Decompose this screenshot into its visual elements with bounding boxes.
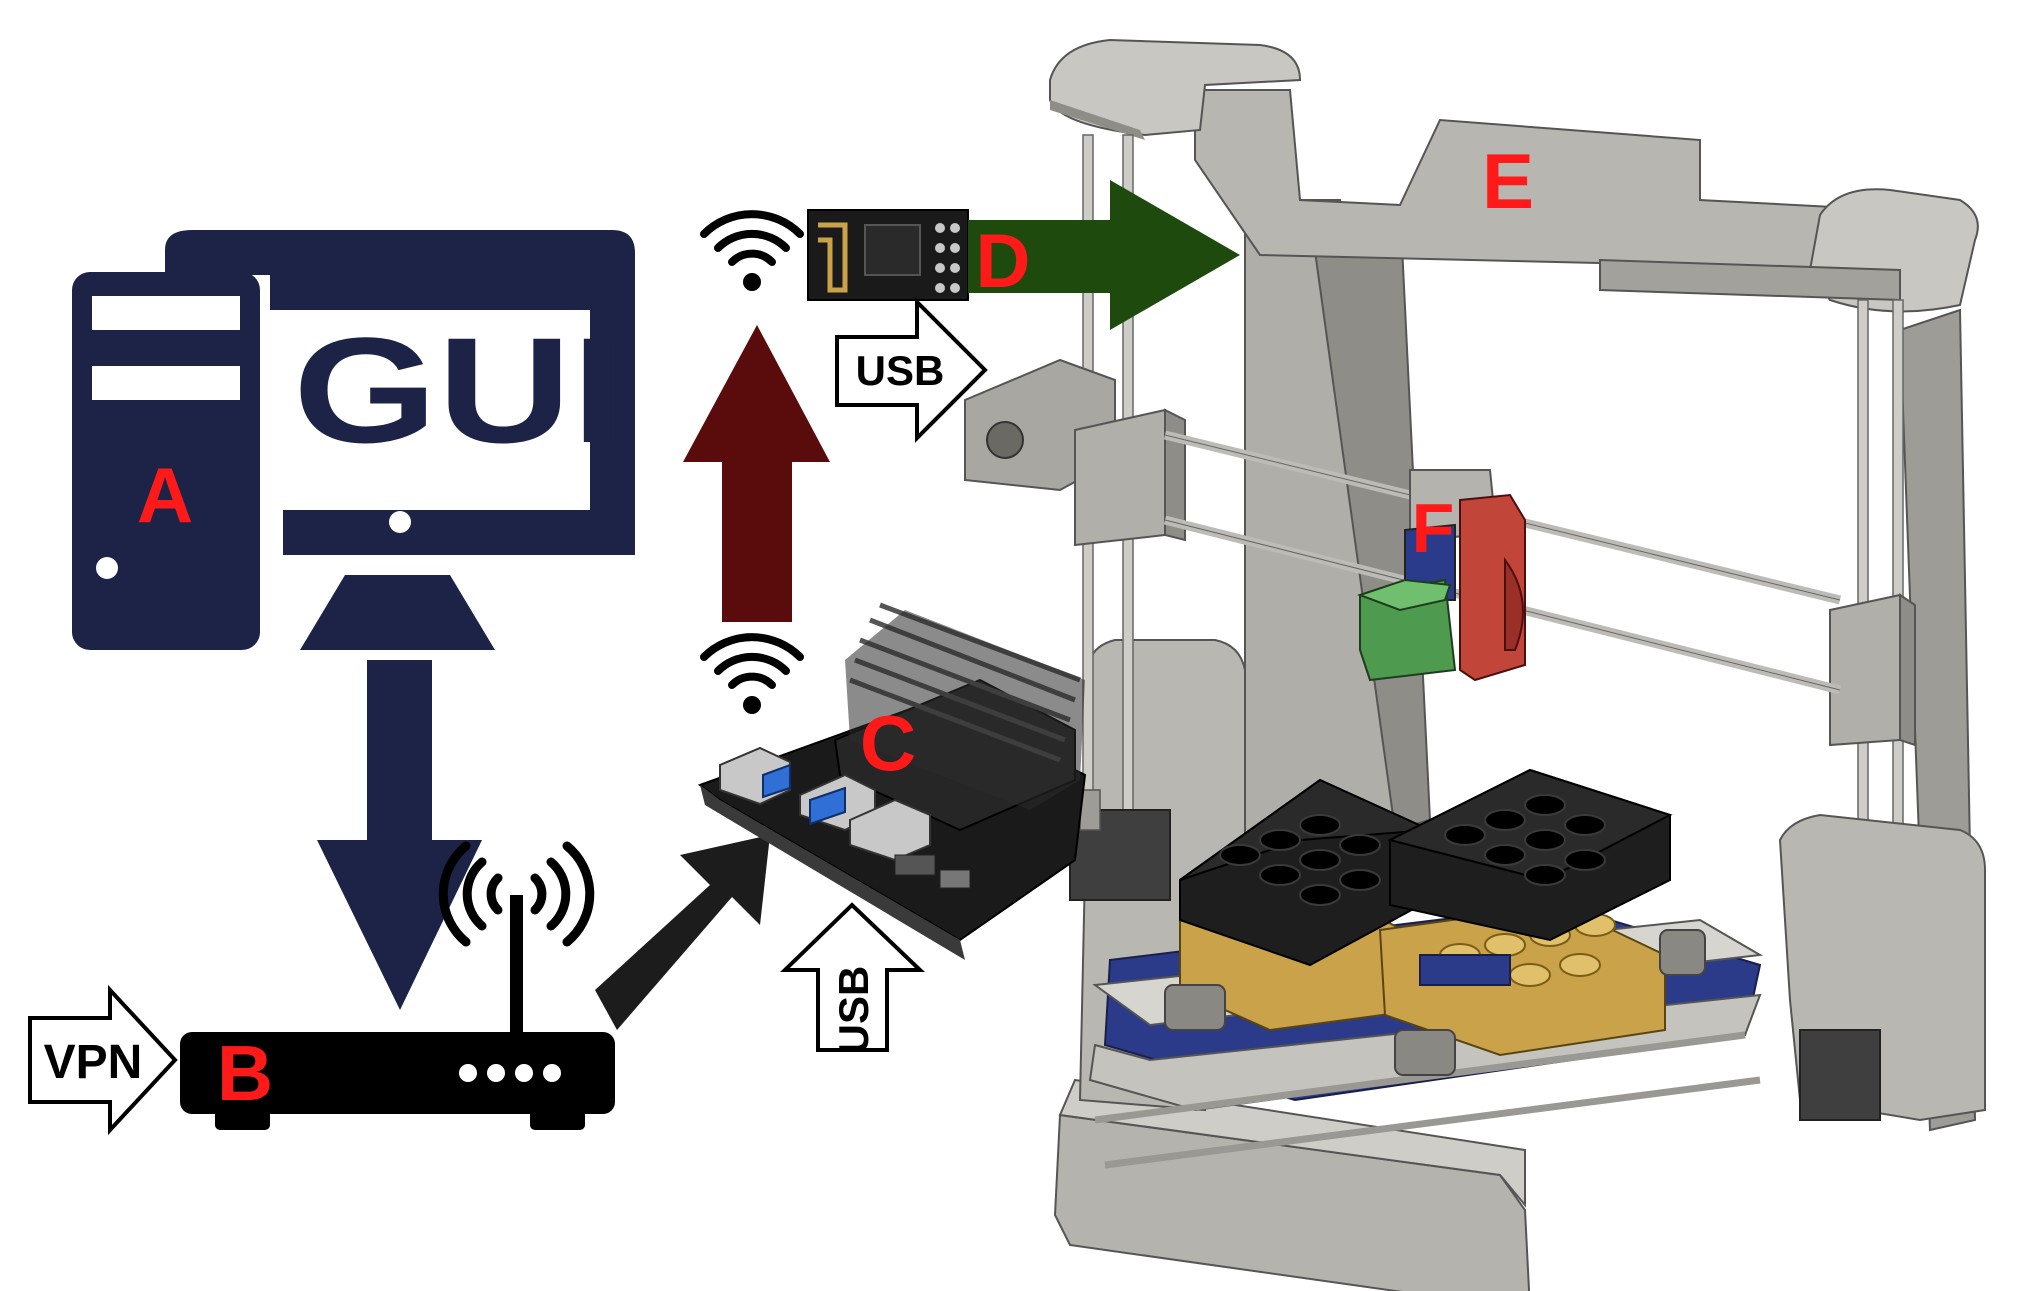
- arrow-wifi-module-to-printer: [968, 180, 1240, 330]
- router-icon: B: [180, 841, 615, 1130]
- extruder-image: [1357, 469, 1526, 682]
- arrow-computer-to-router: [317, 660, 482, 1010]
- label-c: C: [860, 699, 916, 787]
- label-a: A: [137, 451, 193, 539]
- label-f: F: [1412, 489, 1455, 567]
- vpn-arrow: VPN: [28, 984, 178, 1136]
- 3d-printer-image: [964, 38, 1986, 1291]
- label-b: B: [217, 1029, 273, 1117]
- usb-arrow-top: USB: [835, 297, 988, 443]
- desktop-computer-icon: GUI A: [72, 230, 635, 650]
- usb-bottom-label: USB: [830, 966, 877, 1055]
- vpn-label: VPN: [44, 1036, 143, 1089]
- wifi-icon: [700, 210, 804, 291]
- usb-top-label: USB: [856, 347, 945, 394]
- wifi-icon: [700, 633, 804, 714]
- gui-text: GUI: [293, 306, 623, 474]
- label-d: D: [976, 219, 1031, 304]
- esp-module-image: [807, 209, 969, 301]
- jetson-board-image: C: [697, 602, 1087, 960]
- arrow-router-to-board: [595, 835, 770, 1030]
- arrow-board-to-wifi-module: [683, 325, 830, 622]
- usb-arrow-bottom: USB: [780, 902, 925, 1055]
- label-e: E: [1482, 137, 1534, 225]
